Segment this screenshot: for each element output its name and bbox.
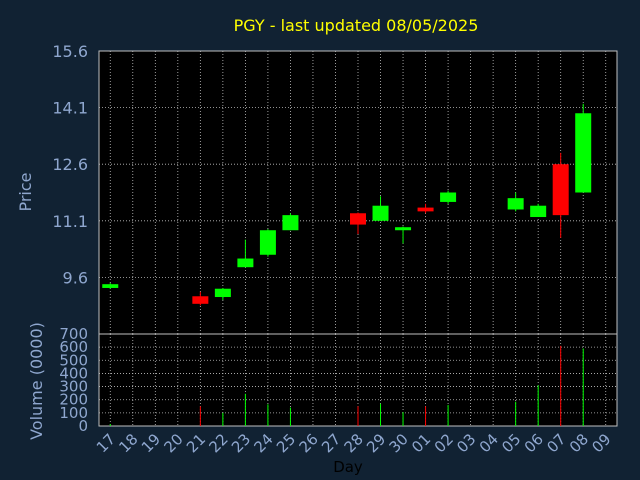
candles — [102, 103, 592, 306]
volume-tick-label: 0 — [78, 417, 88, 435]
price-tick-label: 9.6 — [63, 268, 88, 287]
x-axis-label: Day — [333, 458, 363, 476]
volume-tick-label: 600 — [59, 338, 88, 356]
price-axis-label: Price — [16, 172, 35, 211]
candle-body — [417, 207, 434, 212]
volume-tick-label: 700 — [59, 325, 88, 343]
volume-tick-label: 100 — [59, 404, 88, 422]
volume-axis-label: Volume (0000) — [27, 322, 46, 440]
candle-body — [259, 230, 276, 255]
price-tick-label: 14.1 — [52, 99, 88, 118]
volume-tick-label: 300 — [59, 378, 88, 396]
candle-body — [575, 113, 592, 193]
candle-body — [282, 215, 299, 231]
candle-body — [237, 258, 254, 268]
volume-bars — [109, 345, 584, 426]
price-tick-label: 12.6 — [52, 155, 88, 174]
candle-body — [507, 198, 524, 210]
volume-tick-label: 500 — [59, 351, 88, 369]
volume-tick-label: 400 — [59, 364, 88, 382]
candle-body — [530, 205, 547, 218]
candle-body — [395, 227, 412, 231]
price-tick-label: 11.1 — [52, 212, 88, 231]
candle-body — [350, 213, 366, 225]
price-tick-label: 15.6 — [52, 42, 88, 61]
candle-body — [192, 296, 209, 304]
candle-body — [102, 284, 119, 288]
candle-body — [440, 192, 457, 202]
candle-body — [214, 288, 231, 298]
chart-title: PGY - last updated 08/05/2025 — [234, 16, 479, 35]
volume-tick-label: 200 — [59, 391, 88, 409]
candle-body — [372, 205, 389, 221]
x-tick-label: 09 — [588, 430, 614, 456]
candle-body — [552, 164, 569, 216]
